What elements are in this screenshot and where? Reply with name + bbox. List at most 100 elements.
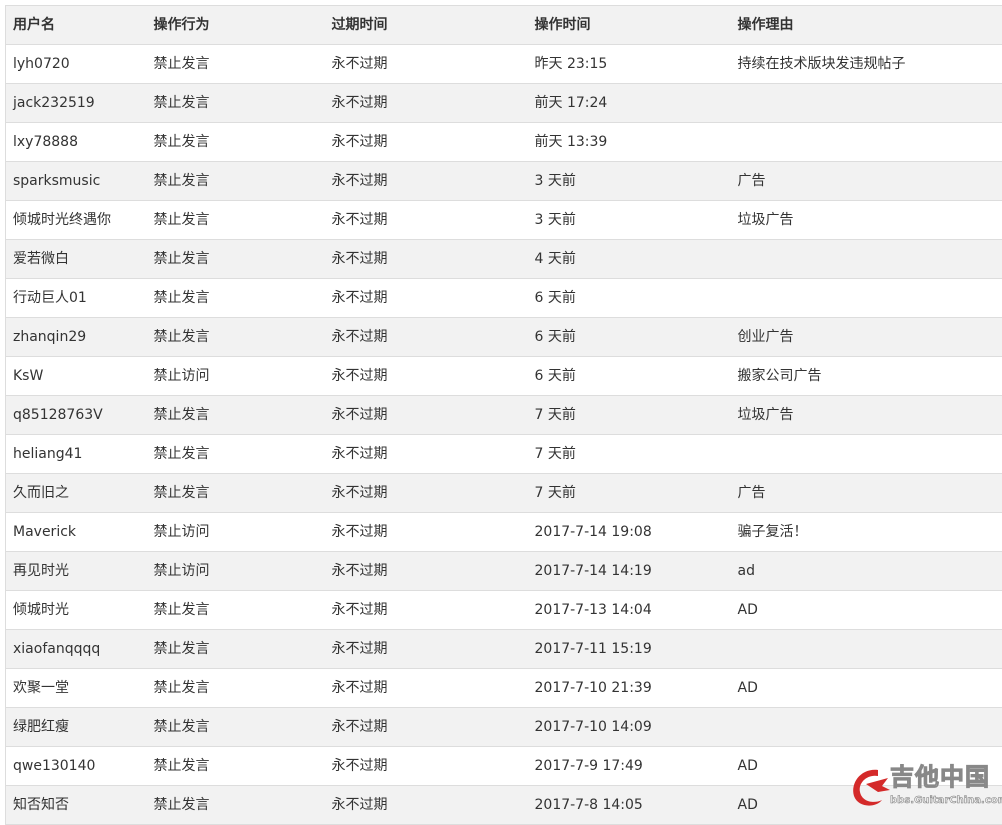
- cell-username-text: 行动巨人01: [13, 290, 87, 306]
- cell-username-text: KsW: [13, 368, 43, 384]
- watermark: 吉他中国 bbs.GuitarChina.com: [848, 764, 998, 809]
- cell-reason-text: AD: [738, 797, 758, 813]
- cell-username: 爱若微白: [6, 240, 147, 279]
- cell-reason: 广告: [731, 162, 1002, 201]
- cell-time: 6 天前: [528, 279, 731, 318]
- cell-expiry: 永不过期: [325, 240, 528, 279]
- cell-time: 7 天前: [528, 474, 731, 513]
- cell-time-text: 2017-7-11 15:19: [535, 641, 652, 657]
- cell-expiry-text: 永不过期: [332, 719, 388, 735]
- cell-expiry: 永不过期: [325, 435, 528, 474]
- cell-time-text: 7 天前: [535, 407, 576, 423]
- cell-time: 6 天前: [528, 357, 731, 396]
- table-row: 行动巨人01 禁止发言 永不过期 6 天前: [6, 279, 1002, 318]
- cell-username-text: Maverick: [13, 524, 76, 540]
- cell-time: 7 天前: [528, 435, 731, 474]
- cell-expiry-text: 永不过期: [332, 329, 388, 345]
- cell-reason: 骗子复活！: [731, 513, 1002, 552]
- cell-reason-text: 垃圾广告: [738, 407, 794, 423]
- cell-reason: [731, 84, 1002, 123]
- cell-username-text: xiaofanqqqq: [13, 641, 100, 657]
- cell-username: xiaofanqqqq: [6, 630, 147, 669]
- cell-time-text: 6 天前: [535, 290, 576, 306]
- cell-action: 禁止发言: [147, 123, 325, 162]
- cell-username-text: lxy78888: [13, 134, 78, 150]
- cell-action-text: 禁止发言: [154, 95, 210, 111]
- cell-username-text: lyh0720: [13, 56, 70, 72]
- cell-reason: [731, 708, 1002, 747]
- cell-username-text: 绿肥红瘦: [13, 719, 69, 735]
- cell-reason-text: 骗子复活！: [738, 524, 808, 540]
- cell-action-text: 禁止发言: [154, 641, 210, 657]
- cell-reason: ad: [731, 552, 1002, 591]
- cell-action-text: 禁止访问: [154, 563, 210, 579]
- cell-reason-text: 广告: [738, 173, 766, 189]
- cell-action: 禁止发言: [147, 630, 325, 669]
- cell-time: 2017-7-10 14:09: [528, 708, 731, 747]
- cell-username-text: 爱若微白: [13, 251, 69, 267]
- cell-time: 7 天前: [528, 396, 731, 435]
- cell-time-text: 2017-7-8 14:05: [535, 797, 643, 813]
- cell-expiry: 永不过期: [325, 786, 528, 825]
- cell-reason-text: 垃圾广告: [738, 212, 794, 228]
- cell-username: lyh0720: [6, 45, 147, 84]
- header-username-label: 用户名: [13, 17, 55, 33]
- cell-expiry: 永不过期: [325, 279, 528, 318]
- cell-time-text: 4 天前: [535, 251, 576, 267]
- cell-reason-text: AD: [738, 602, 758, 618]
- cell-time-text: 昨天 23:15: [535, 56, 608, 72]
- header-username: 用户名: [6, 6, 147, 45]
- cell-expiry-text: 永不过期: [332, 212, 388, 228]
- cell-expiry: 永不过期: [325, 162, 528, 201]
- cell-reason-text: 广告: [738, 485, 766, 501]
- cell-action-text: 禁止发言: [154, 407, 210, 423]
- cell-time: 2017-7-9 17:49: [528, 747, 731, 786]
- header-expiry: 过期时间: [325, 6, 528, 45]
- cell-username-text: jack232519: [13, 95, 95, 111]
- cell-username: 久而旧之: [6, 474, 147, 513]
- cell-action: 禁止发言: [147, 669, 325, 708]
- cell-expiry: 永不过期: [325, 318, 528, 357]
- cell-reason-text: AD: [738, 680, 758, 696]
- cell-time: 2017-7-14 14:19: [528, 552, 731, 591]
- table-row: jack232519 禁止发言 永不过期前天 17:24: [6, 84, 1002, 123]
- header-time-label: 操作时间: [535, 17, 591, 33]
- cell-time-text: 2017-7-14 14:19: [535, 563, 652, 579]
- header-action-label: 操作行为: [154, 17, 210, 33]
- cell-expiry-text: 永不过期: [332, 290, 388, 306]
- cell-reason: [731, 240, 1002, 279]
- cell-username: lxy78888: [6, 123, 147, 162]
- cell-expiry-text: 永不过期: [332, 758, 388, 774]
- table-row: 久而旧之禁止发言 永不过期 7 天前 广告: [6, 474, 1002, 513]
- cell-expiry-text: 永不过期: [332, 446, 388, 462]
- cell-action-text: 禁止发言: [154, 485, 210, 501]
- cell-action-text: 禁止发言: [154, 134, 210, 150]
- cell-expiry: 永不过期: [325, 357, 528, 396]
- cell-expiry: 永不过期: [325, 747, 528, 786]
- cell-expiry: 永不过期: [325, 84, 528, 123]
- cell-time-text: 前天 13:39: [535, 134, 608, 150]
- cell-username: 倾城时光终遇你: [6, 201, 147, 240]
- cell-expiry-text: 永不过期: [332, 680, 388, 696]
- cell-reason: 搬家公司广告: [731, 357, 1002, 396]
- cell-reason: 广告: [731, 474, 1002, 513]
- cell-time-text: 7 天前: [535, 485, 576, 501]
- cell-username-text: zhanqin29: [13, 329, 86, 345]
- cell-time-text: 前天 17:24: [535, 95, 608, 111]
- cell-expiry: 永不过期: [325, 474, 528, 513]
- cell-action-text: 禁止发言: [154, 290, 210, 306]
- cell-time-text: 2017-7-14 19:08: [535, 524, 652, 540]
- cell-username: Maverick: [6, 513, 147, 552]
- cell-action: 禁止访问: [147, 513, 325, 552]
- header-time: 操作时间: [528, 6, 731, 45]
- cell-action: 禁止发言: [147, 786, 325, 825]
